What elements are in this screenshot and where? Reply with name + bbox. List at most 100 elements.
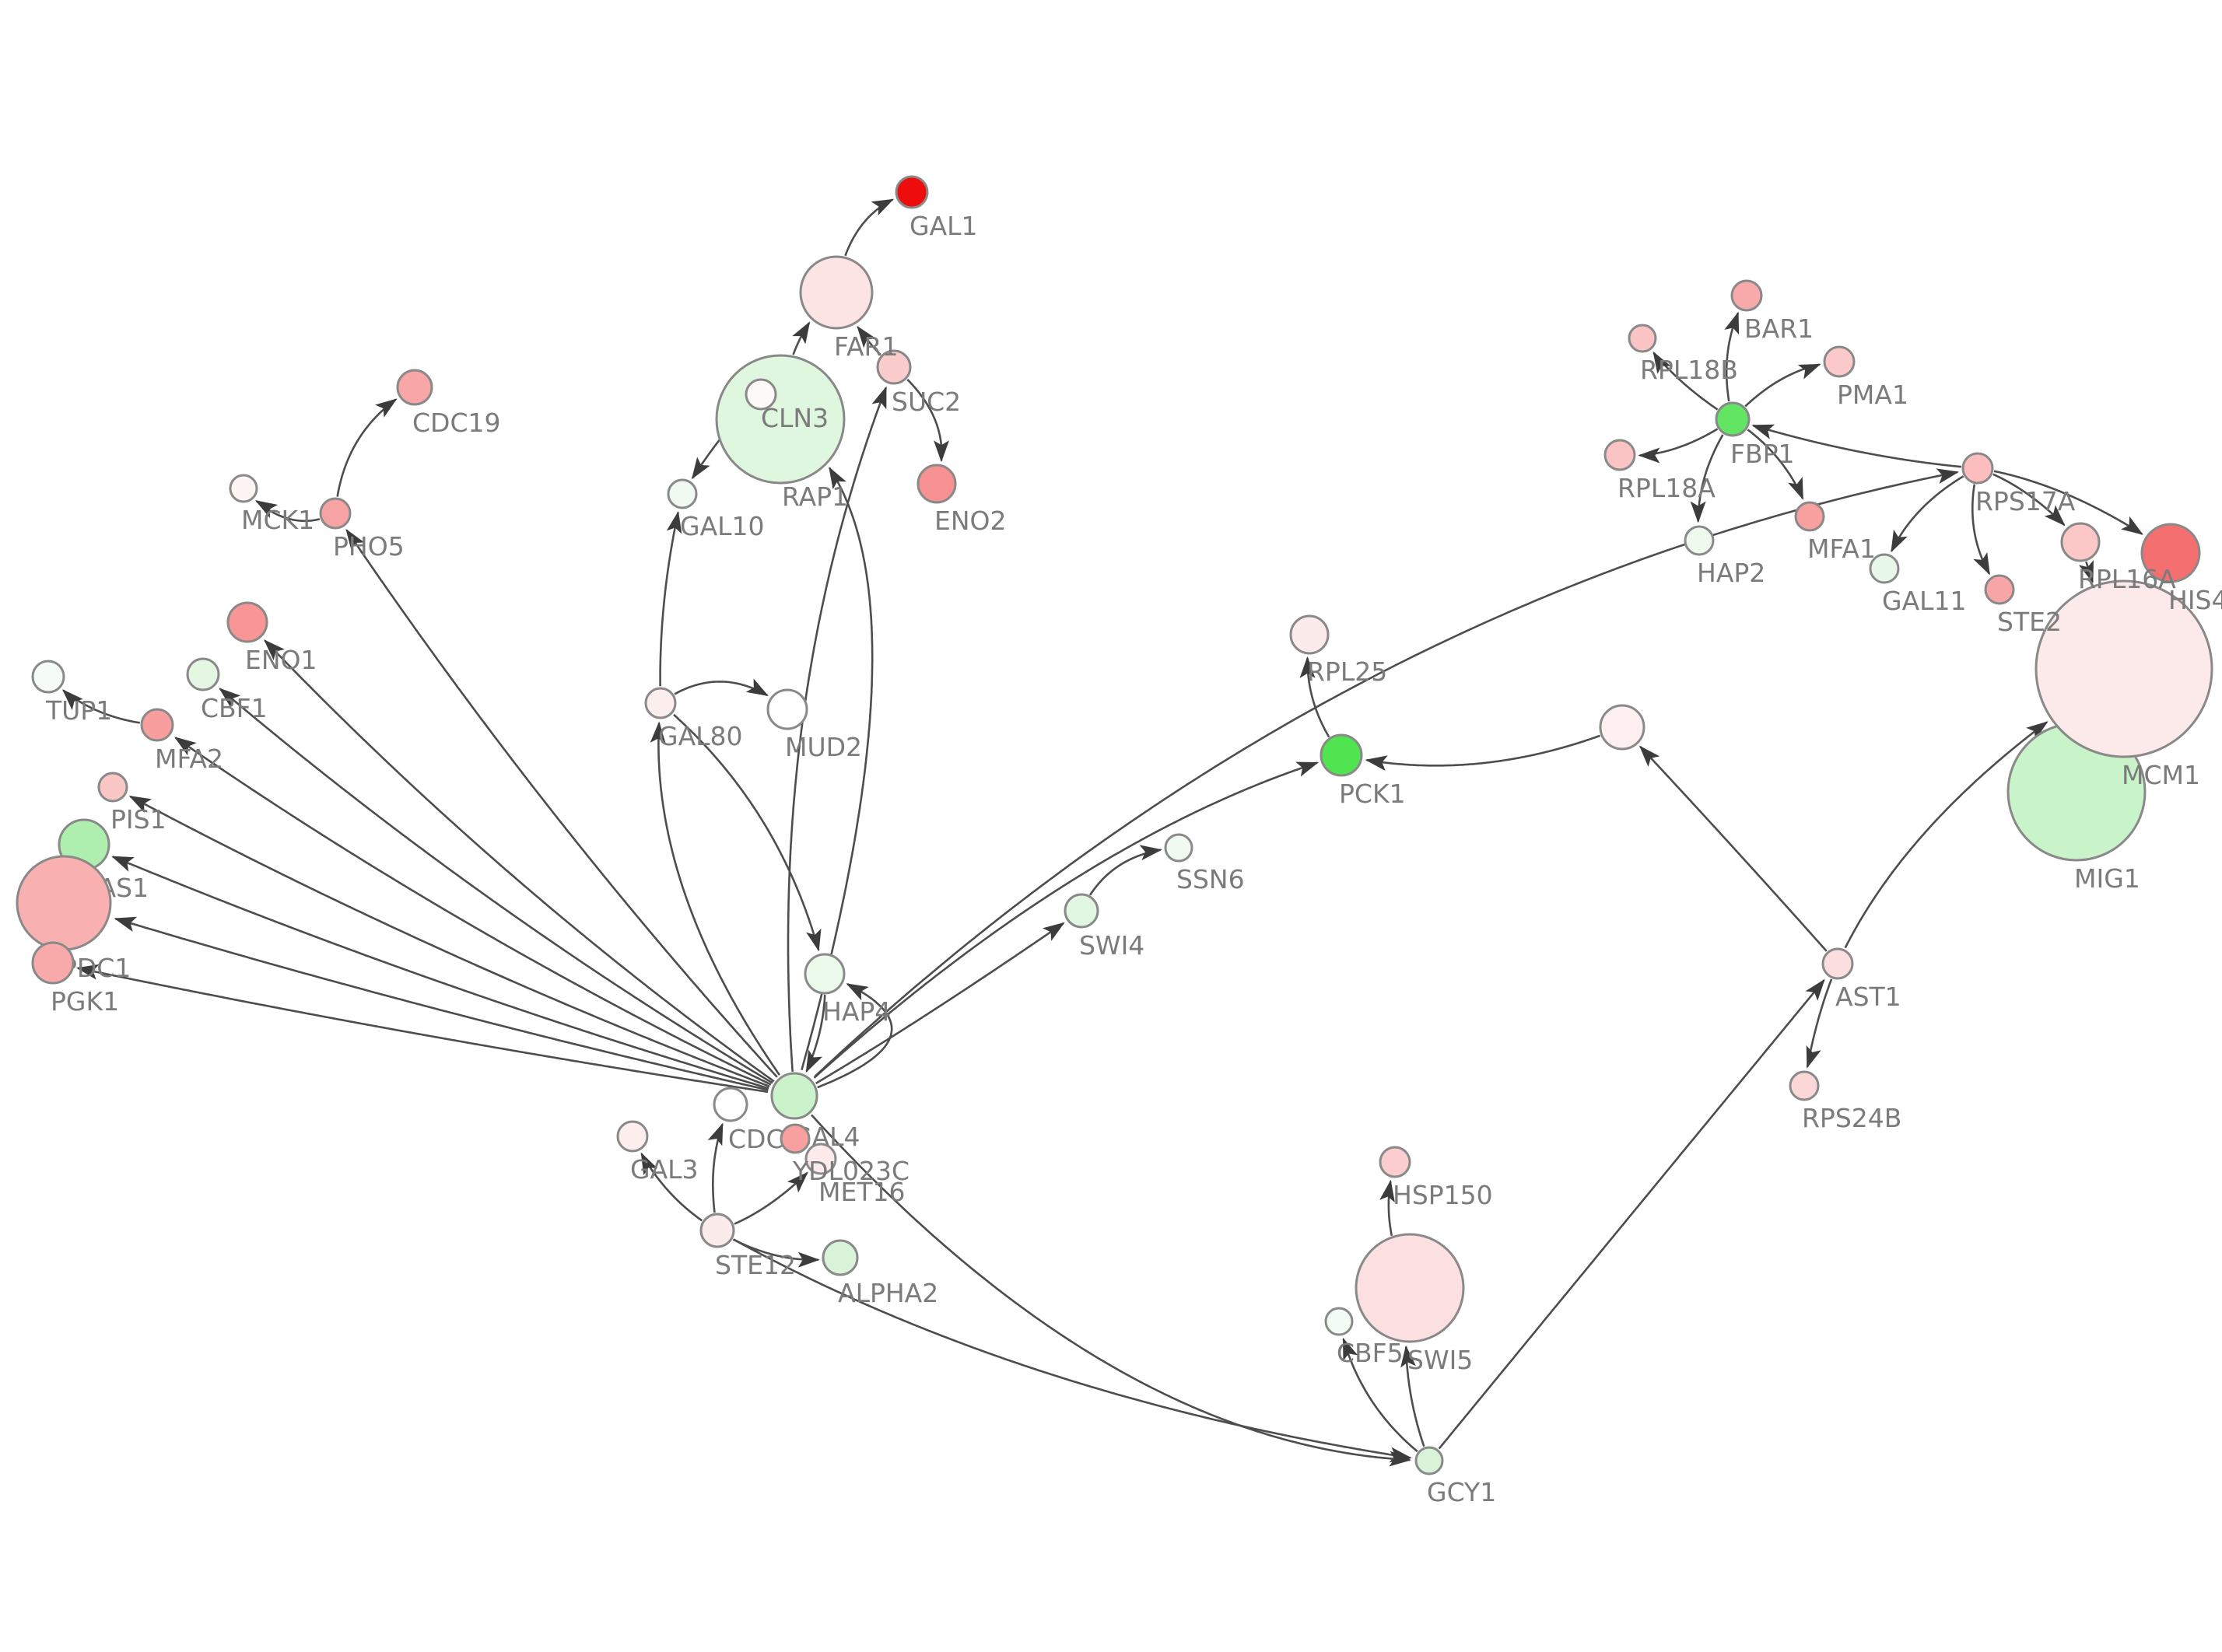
edge-gal4-pdc1[interactable] [114,916,769,1091]
node-eno1[interactable] [226,601,268,643]
node-rpl18a[interactable] [1603,439,1636,471]
edge-fbp1-bar1[interactable] [1724,311,1740,402]
node-mfa1[interactable] [1794,501,1825,532]
node-gal80[interactable] [644,687,677,719]
edge-rps17a-gal11[interactable] [1891,475,1964,553]
edge-rps17a-ste2[interactable] [1971,484,1991,576]
node-cdc19[interactable] [396,369,433,406]
edge-gal4-hap4[interactable] [817,983,893,1089]
node-tup1[interactable] [31,660,65,694]
edge-cln3-far1[interactable] [792,321,811,355]
edge-mfa2-tup1[interactable] [61,689,141,724]
node-ast1[interactable] [1821,947,1854,980]
edge-ast1-mcm1[interactable] [1844,721,2049,949]
edge-pho5-cdc19[interactable] [336,398,398,497]
node-gal1[interactable] [895,175,929,209]
edge-hap4-gal4[interactable] [805,994,826,1073]
edge-rps17a-rpl16a[interactable] [1992,473,2066,527]
edge-fbp1-pma1[interactable] [1744,363,1821,408]
edge-node1-pck1[interactable] [1365,734,1601,772]
edge-gal4-pho5[interactable] [345,528,778,1078]
node-rpl25[interactable] [1289,614,1330,655]
node-ste2[interactable] [1984,574,2015,605]
node-mud2[interactable] [766,688,808,730]
node-pma1[interactable] [1823,345,1856,378]
node-bar1[interactable] [1730,279,1763,312]
edge-fbp1-mfa1[interactable] [1747,429,1804,500]
edge-fbp1-rpl18a[interactable] [1638,428,1719,464]
node-suc2[interactable] [876,349,912,385]
edge-ste12-met16[interactable] [734,1171,808,1225]
edge-gal80-mud2[interactable] [674,678,769,697]
node-gcy1[interactable] [1414,1446,1444,1475]
edge-rps17a-his4[interactable] [1993,470,2143,535]
edge-ste12-gcy1[interactable] [733,1238,1412,1463]
node-mck1[interactable] [229,474,258,503]
edge-gal4-gal80[interactable] [650,721,780,1076]
edge-ste12-cdc6[interactable] [707,1122,724,1213]
node-his4[interactable] [2140,523,2201,583]
node-alpha2[interactable] [822,1239,859,1276]
node-rps24b[interactable] [1789,1070,1820,1101]
node-pck1[interactable] [1320,733,1363,777]
edge-rps17a-fbp1[interactable] [1751,424,1962,468]
edge-fbp1-rpl18b[interactable] [1652,351,1719,411]
node-met16[interactable] [804,1143,837,1175]
edge-ste12-gal3[interactable] [640,1152,703,1222]
node-cbf1[interactable] [186,657,220,691]
node-pgk1[interactable] [31,941,75,985]
node-ssn6[interactable] [1164,833,1193,863]
edge-ast1-node1[interactable] [1638,745,1828,952]
node-hap2[interactable] [1684,525,1715,556]
node-ste12[interactable] [699,1213,735,1248]
edge-swi5-hsp150[interactable] [1379,1179,1395,1237]
edge-gal4-eno1[interactable] [263,639,775,1083]
node-hap4[interactable] [804,953,846,995]
node-pis1[interactable] [97,772,128,803]
node-ydl023c[interactable] [780,1123,811,1154]
edge-gal4-ras1[interactable] [111,856,769,1090]
edge-rpl16a-mcm1[interactable] [2078,560,2094,583]
node-pho5[interactable] [319,497,352,530]
edge-ast1-rps24b[interactable] [1806,978,1833,1069]
edge-gal4-mfa2[interactable] [173,737,772,1086]
edge-fbp1-hap2[interactable] [1690,434,1724,523]
node-swi5[interactable] [1355,1233,1465,1343]
edge-gal80-hap4[interactable] [673,713,822,952]
edge-gal4-pis1[interactable] [128,795,770,1088]
node-rpl16a[interactable] [2060,522,2101,562]
edge-gcy1-ast1[interactable] [1438,978,1825,1450]
node-gal10[interactable] [667,478,698,509]
node-gal11[interactable] [1869,553,1900,584]
edge-gal4-gcy1[interactable] [811,1114,1411,1467]
node-rap1[interactable] [745,378,777,411]
edge-gcy1-swi5[interactable] [1400,1345,1425,1447]
edge-swi4-ssn6[interactable] [1088,845,1162,896]
edge-gal80-gal10[interactable] [659,510,682,687]
node-hsp150[interactable] [1379,1146,1411,1178]
edge-gcy1-cbf5[interactable] [1342,1337,1418,1453]
node-pdc1[interactable] [16,855,112,951]
node-far1[interactable] [799,255,874,330]
edge-far1-gal1[interactable] [844,198,895,257]
node-eno2[interactable] [916,464,957,504]
node-swi4[interactable] [1064,893,1099,929]
node-gal3[interactable] [616,1120,649,1153]
node-mfa2[interactable] [140,708,174,742]
node-mcm1[interactable] [2034,579,2213,758]
node-gal4[interactable] [770,1072,818,1120]
node-rps17a[interactable] [1961,452,1994,485]
node-fbp1[interactable] [1715,401,1751,437]
node-unlabeled[interactable] [1599,704,1645,751]
edge-gal4-swi4[interactable] [815,922,1065,1084]
edge-pck1-rpl25[interactable] [1299,656,1330,738]
edge-suc2-eno2[interactable] [906,378,949,463]
edge-gal4-rps17a[interactable] [814,468,1960,1078]
node-cbf5[interactable] [1324,1307,1354,1336]
edge-gal4-pck1[interactable] [813,761,1319,1079]
edge-gal4-pgk1[interactable] [76,964,769,1094]
edge-gal4-cln3[interactable] [801,466,874,1071]
edge-suc2-far1[interactable] [857,325,881,356]
node-cdc6[interactable] [713,1087,748,1122]
edge-pho5-mck1[interactable] [254,500,321,523]
